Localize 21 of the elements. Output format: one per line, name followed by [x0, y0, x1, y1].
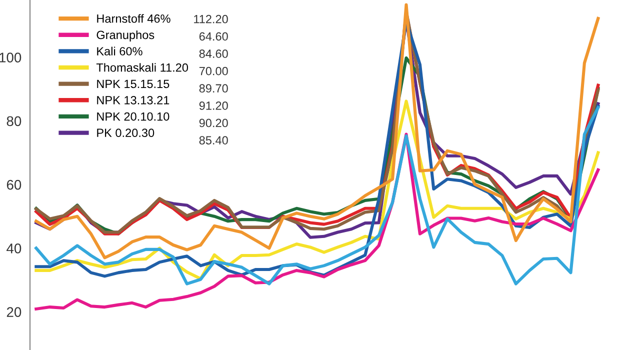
annotation: 90.20	[199, 118, 228, 128]
annotation: 85.40	[199, 136, 228, 144]
annotation: 70.00	[199, 66, 228, 76]
y-tick-label: 100	[0, 52, 22, 62]
legend-label: Kali 60%	[97, 46, 142, 56]
annotation: 64.60	[199, 32, 228, 41]
legend-label: NPK 13.13.21	[97, 96, 170, 104]
legend-label: Thomaskali 11.20	[96, 63, 188, 72]
legend-label: NPK 20.10.10	[97, 112, 170, 121]
y-tick-label: 40	[6, 244, 22, 254]
annotation: 84.60	[199, 50, 228, 58]
y-tick-label: 80	[6, 116, 22, 126]
legend-label: PK 0.20.30	[97, 128, 154, 138]
legend-label: Granuphos	[96, 30, 154, 42]
legend-label: Harnstoff 46%	[97, 14, 170, 23]
legend-label: NPK 15.15.15	[97, 80, 170, 88]
annotation: 89.70	[199, 84, 228, 93]
y-tick-label: 60	[6, 180, 22, 190]
y-tick-label: 20	[6, 307, 22, 317]
annotation: 112.20	[194, 14, 228, 24]
annotation: 91.20	[199, 101, 228, 110]
